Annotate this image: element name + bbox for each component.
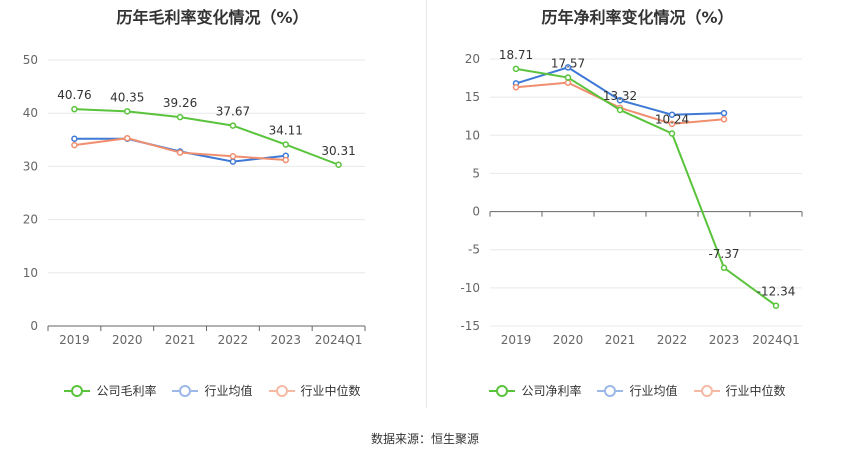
data-point <box>176 149 184 156</box>
chart-title: 历年毛利率变化情况（%） <box>116 8 309 27</box>
x-tick-label: 2023 <box>709 333 740 347</box>
x-tick-label: 2022 <box>657 333 688 347</box>
x-tick-label: 2023 <box>270 333 301 347</box>
legend-item-company[interactable]: 公司净利率 <box>489 382 581 399</box>
y-tick-label: -15 <box>460 319 480 333</box>
data-point <box>71 141 78 149</box>
y-tick-label: 30 <box>23 159 38 173</box>
legend-item-company[interactable]: 公司毛利率 <box>64 382 156 399</box>
legend-item-industry-mean[interactable]: 行业均值 <box>597 382 678 399</box>
data-point <box>564 74 572 81</box>
net-margin-chart: 历年净利率变化情况（%） -15 -10 -5 0 5 10 15 20 2019 2020 202… <box>425 0 850 400</box>
gross-margin-chart: 历年毛利率变化情况（%） 0 10 20 30 40 50 2019 2020 2021 2022… <box>0 0 425 400</box>
data-point <box>124 134 131 142</box>
data-point <box>282 156 289 164</box>
data-point <box>720 116 728 123</box>
y-tick-label: 5 <box>472 166 480 180</box>
data-label: 40.76 <box>57 88 91 102</box>
y-tick-label: 20 <box>465 52 480 66</box>
x-tick-label: 2021 <box>165 333 196 347</box>
data-label: -7.37 <box>708 247 739 261</box>
legend-line-icon <box>172 384 199 398</box>
data-label: 10.24 <box>655 112 689 126</box>
data-source: 数据来源：恒生聚源 <box>370 432 479 446</box>
y-tick-label: 40 <box>23 106 38 120</box>
legend-line-icon <box>268 384 295 398</box>
legend-item-industry-mean[interactable]: 行业均值 <box>172 382 253 399</box>
legend: 公司净利率 行业均值 行业中位数 <box>425 382 850 399</box>
data-point <box>124 108 131 115</box>
gross-margin-plot: 0 10 20 30 40 50 2019 2020 2021 2022 2023 2024Q1 40.… <box>23 53 366 347</box>
data-point <box>616 106 624 114</box>
y-tick-label: 15 <box>465 90 480 104</box>
data-point <box>720 109 728 117</box>
legend-label: 行业中位数 <box>725 384 786 398</box>
data-point <box>668 120 676 128</box>
data-point <box>564 79 572 86</box>
legend-label: 公司净利率 <box>521 384 582 398</box>
legend-label: 公司毛利率 <box>96 384 157 398</box>
data-point <box>71 105 78 113</box>
legend-line-icon <box>64 384 91 398</box>
series-line <box>74 108 339 166</box>
data-point <box>772 302 780 309</box>
data-label: 40.35 <box>110 90 144 104</box>
legend-line-icon <box>489 384 516 398</box>
data-point <box>668 130 676 137</box>
data-label: 39.26 <box>163 96 197 110</box>
legend-label: 行业均值 <box>204 384 253 398</box>
panel-divider <box>426 0 427 408</box>
x-tick-label: 2020 <box>112 333 143 347</box>
y-tick-label: 0 <box>472 205 480 219</box>
legend-item-industry-median[interactable]: 行业中位数 <box>268 382 361 399</box>
legend-label: 行业中位数 <box>300 384 361 398</box>
x-tick-label: 2021 <box>605 333 636 347</box>
legend: 公司毛利率 行业均值 行业中位数 <box>0 382 425 399</box>
x-tick-label: 2020 <box>553 333 584 347</box>
y-tick-label: 10 <box>23 266 38 280</box>
y-tick-label: 20 <box>23 213 38 227</box>
chart-title: 历年净利率变化情况（%） <box>541 8 734 27</box>
data-point <box>282 141 289 148</box>
data-label: 18.71 <box>499 48 533 62</box>
data-point <box>229 158 237 165</box>
data-point <box>229 153 237 160</box>
y-tick-label: 0 <box>30 319 38 333</box>
series-line <box>515 67 777 307</box>
data-point <box>512 65 520 73</box>
legend-item-industry-median[interactable]: 行业中位数 <box>693 382 786 399</box>
x-tick-label: 2019 <box>59 333 90 347</box>
data-point <box>564 64 572 71</box>
data-label: 37.67 <box>216 105 250 119</box>
y-tick-label: -10 <box>460 281 480 295</box>
net-margin-plot: -15 -10 -5 0 5 10 15 20 2019 2020 2021 2022 2023 2024… <box>460 48 803 347</box>
data-label: 30.31 <box>321 144 355 158</box>
legend-label: 行业均值 <box>629 384 678 398</box>
y-tick-label: 10 <box>465 128 480 142</box>
data-point <box>616 96 624 104</box>
legend-line-icon <box>693 384 720 398</box>
data-label: 13.32 <box>603 89 637 103</box>
data-point <box>176 113 184 121</box>
x-tick-label: 2024Q1 <box>752 333 800 347</box>
data-point <box>71 135 78 142</box>
data-point <box>335 161 342 169</box>
y-tick-label: 50 <box>23 53 38 67</box>
data-point <box>720 264 728 272</box>
legend-line-icon <box>597 384 624 398</box>
x-tick-label: 2024Q1 <box>315 333 363 347</box>
data-label: 17.57 <box>551 57 585 71</box>
data-label: -12.34 <box>757 285 796 299</box>
x-tick-label: 2022 <box>218 333 249 347</box>
data-point <box>668 111 676 118</box>
x-tick-label: 2019 <box>501 333 532 347</box>
y-tick-label: -5 <box>468 243 480 257</box>
data-label: 34.11 <box>269 124 303 138</box>
data-point <box>229 122 237 129</box>
data-point <box>512 83 520 91</box>
